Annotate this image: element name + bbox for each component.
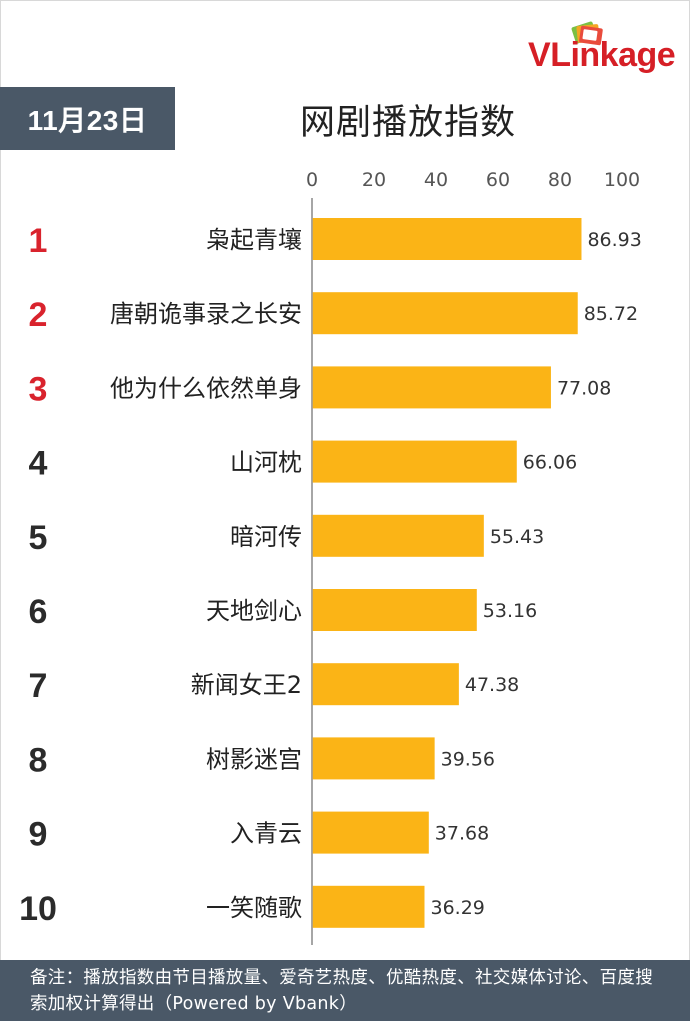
brand-name-v: V [528, 36, 551, 74]
rank-label: 8 [29, 741, 48, 779]
value-label: 47.38 [465, 674, 519, 696]
category-label: 暗河传 [230, 523, 302, 551]
bar [312, 218, 582, 260]
value-label: 39.56 [441, 748, 495, 770]
value-label: 86.93 [587, 229, 641, 251]
value-label: 85.72 [584, 303, 638, 325]
bar-chart: 0 20 40 60 80 100 86.93 枭起青壤 1 85.72 唐朝诡事录之长安 2 77.0… [19, 169, 642, 945]
bar [312, 514, 484, 557]
rank-label: 2 [29, 296, 48, 334]
bar [312, 737, 435, 780]
logo-cards-icon [571, 21, 603, 46]
bar [312, 663, 459, 706]
bar [312, 440, 517, 483]
bar [312, 366, 551, 409]
category-label: 入青云 [230, 820, 302, 848]
brand-name-link: Link [550, 36, 619, 74]
value-label: 55.43 [490, 526, 544, 548]
rank-label: 6 [29, 593, 48, 631]
value-label: 36.29 [430, 897, 484, 919]
bar [312, 292, 578, 335]
rank-label: 9 [29, 816, 48, 854]
x-tick-label: 0 [306, 169, 318, 191]
x-tick-label: 20 [362, 169, 386, 191]
x-tick-label: 40 [424, 169, 448, 191]
rank-label: 1 [29, 222, 48, 260]
rank-label: 5 [29, 519, 48, 557]
value-label: 37.68 [435, 823, 489, 845]
value-label: 66.06 [523, 452, 577, 474]
date-badge: 11月23日 [0, 87, 175, 150]
category-label: 他为什么依然单身 [110, 374, 302, 402]
bar [312, 589, 477, 631]
rank-label: 10 [19, 890, 57, 928]
chart-title: 网剧播放指数 [300, 103, 517, 143]
rank-label: 4 [29, 445, 48, 483]
x-tick-label: 60 [486, 169, 510, 191]
category-label: 唐朝诡事录之长安 [110, 300, 302, 328]
category-label: 山河枕 [230, 449, 302, 477]
bar [312, 885, 425, 928]
value-label: 53.16 [483, 600, 537, 622]
category-label: 新闻女王2 [191, 671, 302, 699]
category-label: 天地剑心 [206, 597, 302, 625]
x-tick-label: 80 [548, 169, 572, 191]
brand-logo: VLinkage [528, 18, 688, 80]
x-tick-label: 100 [604, 169, 640, 191]
category-label: 一笑随歌 [206, 894, 302, 922]
rank-label: 7 [29, 667, 48, 705]
category-label: 枭起青壤 [206, 226, 302, 254]
rank-label: 3 [29, 370, 48, 408]
brand-name-tail: age [618, 36, 676, 74]
value-label: 77.08 [557, 377, 611, 399]
footnote: 备注：播放指数由节目播放量、爱奇艺热度、优酷热度、社交媒体讨论、百度搜索加权计算… [0, 960, 690, 1021]
bar [312, 811, 429, 854]
category-label: 树影迷宫 [206, 745, 302, 773]
brand-wordmark: VLinkage [528, 36, 676, 74]
